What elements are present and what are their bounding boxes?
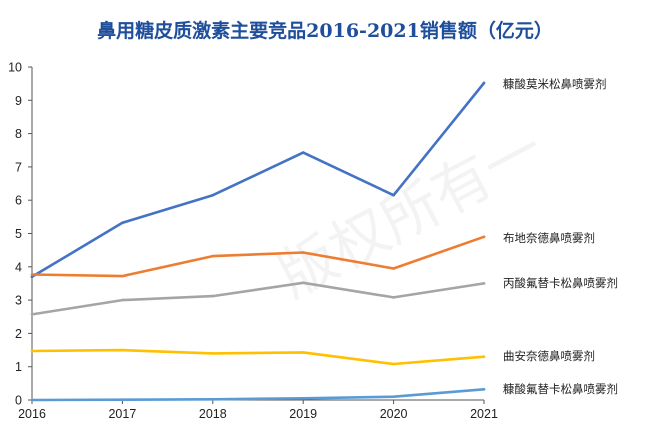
series-line-1 <box>30 81 486 279</box>
data-point <box>211 352 215 355</box>
series-layer <box>30 81 486 402</box>
data-point <box>392 395 395 398</box>
data-point <box>121 398 124 401</box>
data-point <box>482 235 486 239</box>
data-point <box>121 274 124 278</box>
series-line-3 <box>30 281 486 316</box>
x-tick-label: 2019 <box>289 407 317 421</box>
legend-label-2: 布地奈德鼻喷雾剂 <box>503 231 595 245</box>
data-point <box>301 281 305 285</box>
chart-title: 鼻用糖皮质激素主要竞品2016-2021销售额（亿元） <box>97 19 553 42</box>
y-tick-label: 9 <box>15 94 22 108</box>
series-line-2 <box>30 235 486 278</box>
data-point <box>30 275 34 279</box>
y-tick-label: 8 <box>15 127 22 141</box>
y-tick-label: 5 <box>15 227 22 241</box>
data-point <box>392 296 395 299</box>
y-tick-label: 10 <box>8 61 22 75</box>
data-point <box>482 282 486 285</box>
legend-label-5: 糠酸氟替卡松鼻喷雾剂 <box>503 382 618 396</box>
x-tick-label: 2017 <box>108 407 136 421</box>
data-point <box>482 81 486 85</box>
x-tick-label: 2016 <box>18 407 46 421</box>
legend-label-3: 丙酸氟替卡松鼻喷雾剂 <box>503 276 618 290</box>
y-tick-label: 6 <box>15 194 22 208</box>
data-point <box>482 355 486 359</box>
data-point <box>121 298 124 302</box>
legend-label-4: 曲安奈德鼻喷雾剂 <box>503 349 595 363</box>
data-point <box>121 348 124 352</box>
data-point <box>301 151 305 154</box>
data-point <box>30 273 34 276</box>
y-tick-label: 1 <box>15 360 22 374</box>
series-line-5 <box>30 387 486 402</box>
data-point <box>30 313 34 316</box>
x-tick-label: 2021 <box>470 407 498 421</box>
data-point <box>30 398 34 402</box>
legend-label-1: 糠酸莫米松鼻喷雾剂 <box>503 77 607 91</box>
y-tick-label: 2 <box>15 327 22 341</box>
y-tick-label: 3 <box>15 294 22 308</box>
y-tick-label: 0 <box>15 394 22 408</box>
series-line-4 <box>30 348 486 366</box>
y-tick-label: 7 <box>15 160 22 174</box>
data-point <box>30 349 34 353</box>
x-tick-label: 2020 <box>380 407 408 421</box>
data-point <box>392 193 395 197</box>
data-point <box>301 251 305 254</box>
data-point <box>392 267 395 270</box>
data-point <box>301 397 305 400</box>
data-point <box>392 362 395 366</box>
data-point <box>211 398 215 401</box>
data-point <box>211 254 215 258</box>
data-point <box>301 351 305 354</box>
data-point <box>482 388 486 391</box>
x-tick-label: 2018 <box>199 407 227 421</box>
data-point <box>211 193 215 197</box>
y-tick-label: 4 <box>15 260 22 274</box>
data-point <box>211 294 215 298</box>
legend: 糠酸莫米松鼻喷雾剂布地奈德鼻喷雾剂丙酸氟替卡松鼻喷雾剂曲安奈德鼻喷雾剂糠酸氟替卡… <box>503 77 618 396</box>
data-point <box>121 221 124 225</box>
